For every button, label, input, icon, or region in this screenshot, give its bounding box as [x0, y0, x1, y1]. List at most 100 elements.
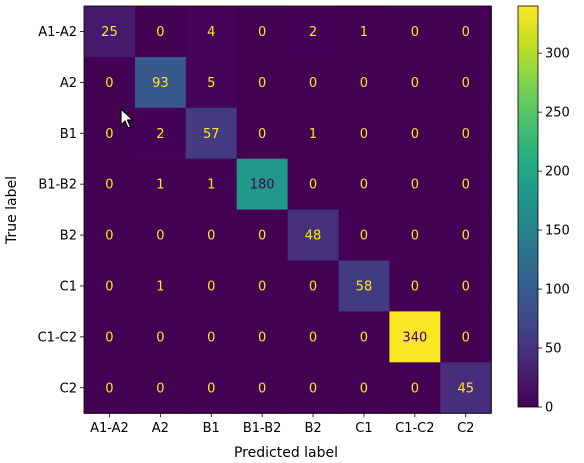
cell-value-label: 0 — [360, 76, 368, 91]
cell-value-label: 0 — [411, 229, 419, 244]
heatmap-cell — [185, 6, 238, 58]
x-tick-label: B2 — [304, 421, 321, 436]
cell-value-label: 0 — [105, 178, 113, 193]
cell-value-label: 4 — [207, 25, 215, 40]
heatmap-cell — [287, 158, 340, 211]
cell-value-label: 0 — [411, 25, 419, 40]
heatmap-cell — [236, 6, 289, 58]
heatmap-cell — [389, 107, 441, 160]
cell-value-label: 0 — [360, 381, 368, 396]
colorbar-tick-label: 0 — [545, 401, 553, 416]
cell-value-label: 0 — [258, 330, 266, 345]
cell-value-label: 0 — [258, 229, 266, 244]
cell-value-label: 5 — [207, 76, 215, 91]
heatmap-cell — [338, 6, 390, 58]
cell-value-label: 25 — [101, 25, 118, 40]
heatmap-cell — [236, 260, 289, 312]
cell-value-label: 1 — [309, 127, 317, 142]
heatmap-cell — [338, 362, 390, 414]
y-tick-label: C1 — [60, 279, 77, 294]
heatmap-cell — [134, 158, 187, 211]
cell-value-label: 2 — [156, 127, 164, 142]
heatmap-cell — [338, 158, 390, 211]
cell-value-label: 1 — [156, 178, 164, 193]
cell-value-label: 0 — [309, 330, 317, 345]
heatmap-cell — [440, 107, 492, 160]
y-tick-label: C1-C2 — [38, 330, 77, 345]
colorbar-tick-label: 100 — [545, 283, 570, 298]
heatmap-cell — [185, 260, 238, 312]
heatmap-cell — [236, 362, 289, 414]
heatmap-cell — [185, 362, 238, 414]
heatmap-cell — [287, 362, 340, 414]
heatmap-cells: 25 0 4 0 2 1 0 0 0 93 5 0 0 0 0 0 0 2 57 0 1 0 0 0 0 1 1 180 0 0 0 0 0 0 0… — [84, 6, 492, 414]
heatmap-cell — [134, 6, 187, 58]
cell-value-label: 0 — [105, 381, 113, 396]
cell-value-label: 1 — [360, 25, 368, 40]
cell-value-label: 0 — [411, 279, 419, 294]
colorbar-tick-label: 250 — [545, 106, 570, 121]
x-tick-label: A1-A2 — [90, 421, 129, 436]
cell-value-label: 0 — [105, 229, 113, 244]
heatmap-cell — [338, 56, 390, 109]
heatmap-cell — [440, 158, 492, 211]
heatmap-cell — [338, 107, 390, 160]
heatmap-cell — [236, 107, 289, 160]
heatmap-cell — [389, 6, 441, 58]
cell-value-label: 93 — [152, 76, 169, 91]
cell-value-label: 1 — [156, 279, 164, 294]
cell-value-label: 0 — [411, 127, 419, 142]
y-axis-ticks: A1-A2 A2 B1 B1-B2 B2 C1 C1-C2 C2 — [38, 25, 84, 396]
cell-value-label: 0 — [207, 229, 215, 244]
cell-value-label: 0 — [156, 381, 164, 396]
x-axis-ticks: A1-A2 A2 B1 B1-B2 B2 C1 C1-C2 C2 — [90, 413, 474, 436]
cell-value-label: 0 — [258, 76, 266, 91]
heatmap-cell — [440, 6, 492, 58]
x-tick-label: C1-C2 — [395, 421, 434, 436]
heatmap-cell — [185, 311, 238, 363]
cell-value-label: 0 — [105, 127, 113, 142]
colorbar-tick-label: 150 — [545, 224, 570, 239]
cell-value-label: 0 — [105, 76, 113, 91]
heatmap-cell — [185, 107, 238, 160]
heatmap-cell — [440, 260, 492, 312]
heatmap-cell — [84, 260, 136, 312]
heatmap-cell — [440, 362, 492, 414]
cell-value-label: 0 — [411, 381, 419, 396]
heatmap-cell — [389, 158, 441, 211]
x-tick-label: B1-B2 — [243, 421, 282, 436]
cell-value-label: 0 — [360, 127, 368, 142]
y-tick-label: A1-A2 — [38, 25, 77, 40]
heatmap-cell — [236, 56, 289, 109]
cell-value-label: 2 — [309, 25, 317, 40]
heatmap-cell — [338, 311, 390, 363]
cell-value-label: 1 — [207, 178, 215, 193]
colorbar-ticks: 0 50 100 150 200 250 300 — [538, 47, 570, 416]
cell-value-label: 0 — [207, 279, 215, 294]
heatmap-cell — [185, 209, 238, 262]
cell-value-label: 0 — [258, 381, 266, 396]
x-tick-label: C2 — [457, 421, 474, 436]
x-tick-label: A2 — [152, 421, 169, 436]
x-tick-label: B1 — [203, 421, 220, 436]
heatmap-cell — [236, 209, 289, 262]
heatmap-cell — [84, 311, 136, 363]
cell-value-label: 0 — [258, 25, 266, 40]
heatmap-cell — [134, 362, 187, 414]
cell-value-label: 0 — [309, 279, 317, 294]
cell-value-label: 340 — [402, 330, 427, 345]
heatmap-cell — [84, 56, 136, 109]
cell-value-label: 0 — [360, 178, 368, 193]
heatmap-cell — [84, 158, 136, 211]
cell-value-label: 58 — [356, 279, 373, 294]
cell-value-label: 0 — [360, 229, 368, 244]
cell-value-label: 0 — [309, 178, 317, 193]
heatmap-cell — [338, 209, 390, 262]
heatmap-cell — [185, 158, 238, 211]
heatmap-cell — [287, 56, 340, 109]
cell-value-label: 0 — [156, 25, 164, 40]
cell-value-label: 0 — [258, 279, 266, 294]
cell-value-label: 0 — [309, 381, 317, 396]
colorbar-tick-label: 300 — [545, 47, 570, 62]
